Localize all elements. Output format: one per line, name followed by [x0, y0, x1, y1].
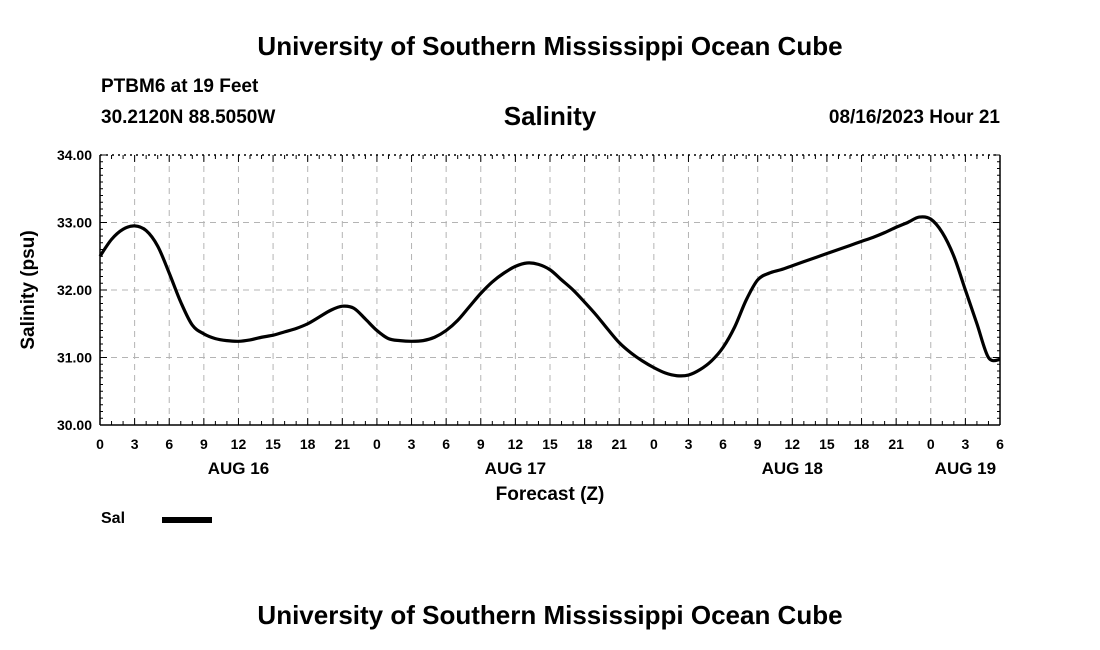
chart-gridlines	[100, 155, 1000, 425]
x-tick-label: 9	[754, 436, 762, 452]
x-tick-label: 15	[265, 436, 281, 452]
y-tick-label: 34.00	[57, 147, 92, 163]
chart-series	[98, 215, 1001, 378]
chart-labels: 30.00 31.00 32.00 33.00 34.00 0 3 6 9 12 15 18 21 0 3 6…	[18, 147, 1004, 505]
x-tick-label: 21	[888, 436, 904, 452]
x-tick-label: 12	[785, 436, 801, 452]
y-tick-label: 30.00	[57, 417, 92, 433]
forecast-datetime: 08/16/2023 Hour 21	[828, 107, 1000, 128]
x-tick-label: 18	[854, 436, 870, 452]
x-tick-label: 18	[300, 436, 316, 452]
y-tick-label: 33.00	[57, 215, 92, 231]
x-tick-label: 0	[373, 436, 381, 452]
x-tick-label: 3	[408, 436, 416, 452]
x-tick-label: 15	[542, 436, 558, 452]
x-tick-label: 0	[96, 436, 104, 452]
x-tick-label: 3	[685, 436, 693, 452]
x-tick-label: 12	[231, 436, 247, 452]
x-tick-label: 15	[819, 436, 835, 452]
date-label: AUG 17	[485, 459, 546, 478]
legend-label: Sal	[101, 510, 126, 527]
x-tick-label: 0	[650, 436, 658, 452]
chart-title: Salinity	[503, 101, 597, 131]
x-tick-label: 21	[335, 436, 351, 452]
date-label: AUG 16	[208, 459, 269, 478]
x-tick-label: 6	[996, 436, 1004, 452]
y-tick-label: 32.00	[57, 282, 92, 298]
footer-title: University of Southern Mississippi Ocean…	[257, 600, 843, 630]
series-line-sal	[98, 215, 1001, 378]
x-tick-label: 9	[477, 436, 485, 452]
station-coordinates: 30.2120N 88.5050W	[101, 107, 276, 128]
y-axis-title: Salinity (psu)	[18, 230, 39, 349]
station-label: PTBM6 at 19 Feet	[101, 76, 259, 97]
chart-axes	[99, 154, 1001, 426]
legend-swatch	[162, 517, 212, 523]
date-label: AUG 18	[762, 459, 823, 478]
x-tick-label: 21	[611, 436, 627, 452]
x-axis-title: Forecast (Z)	[496, 484, 605, 505]
x-tick-label: 9	[200, 436, 208, 452]
x-tick-label: 6	[165, 436, 173, 452]
y-tick-label: 31.00	[57, 350, 92, 366]
date-label: AUG 19	[935, 459, 996, 478]
x-tick-label: 6	[719, 436, 727, 452]
x-tick-label: 3	[131, 436, 139, 452]
x-tick-label: 0	[927, 436, 935, 452]
x-tick-label: 3	[961, 436, 969, 452]
x-tick-label: 6	[442, 436, 450, 452]
x-tick-label: 12	[508, 436, 524, 452]
page-title: University of Southern Mississippi Ocean…	[257, 31, 843, 61]
x-tick-label: 18	[577, 436, 593, 452]
